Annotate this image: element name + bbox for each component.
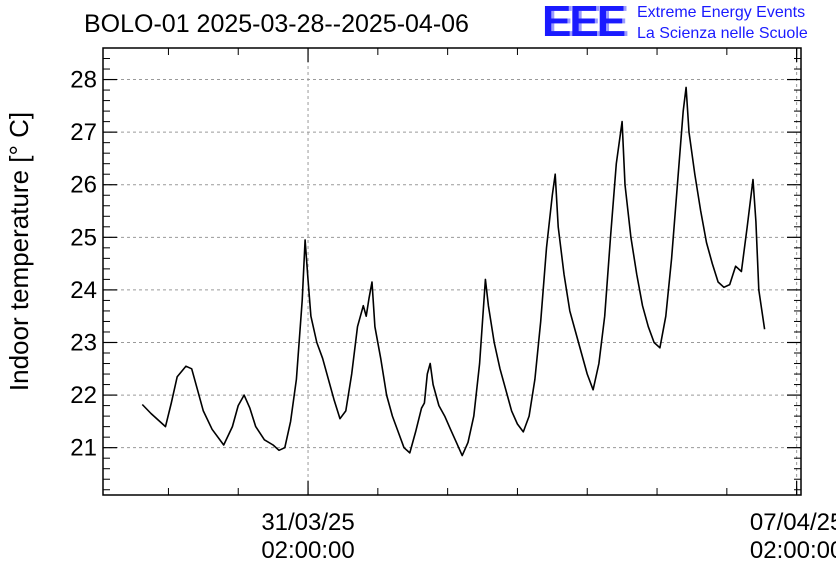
y-tick-label: 26 [70, 172, 97, 199]
logo-line2: La Scienza nelle Scuole [637, 25, 808, 42]
logo-line1: Extreme Energy Events [637, 4, 806, 21]
y-tick-label: 25 [70, 224, 97, 251]
y-tick-label: 28 [70, 67, 97, 94]
chart-title: BOLO-01 2025-03-28--2025-04-06 [84, 10, 469, 38]
x-tick-label: 02:00:00 [750, 537, 836, 564]
y-tick-label: 23 [70, 329, 97, 356]
y-tick-label: 21 [70, 435, 97, 462]
axis-ticks [103, 47, 801, 495]
x-tick-label: 31/03/25 [261, 509, 354, 536]
y-tick-label: 24 [70, 277, 97, 304]
y-tick-label: 27 [70, 119, 97, 146]
y-axis-label: Indoor temperature [° C] [4, 112, 34, 391]
x-tick-label: 02:00:00 [261, 537, 354, 564]
y-tick-labels: 21 22 23 24 25 26 27 28 [70, 67, 97, 462]
eee-logo: EEE Extreme Energy Events La Scienza nel… [542, 0, 832, 48]
series-line [141, 86, 766, 457]
grid [103, 48, 801, 495]
plot-frame [102, 47, 802, 496]
logo-mark: EEE [542, 0, 626, 46]
x-tick-label: 07/04/25 [750, 509, 836, 536]
y-tick-label: 22 [70, 382, 97, 409]
